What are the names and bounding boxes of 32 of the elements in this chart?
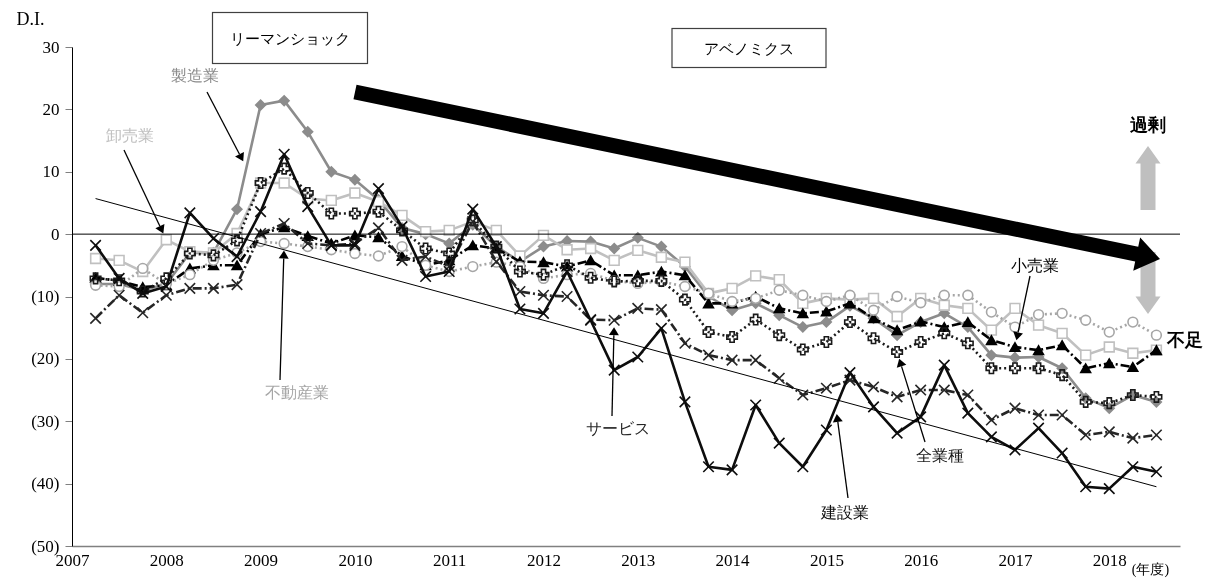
y-tick-label: (20)	[31, 349, 60, 369]
y-tick-label: 30	[42, 37, 60, 57]
x-tick-label: 2012	[526, 550, 561, 570]
y-tick-label: 0	[51, 224, 60, 244]
x-tick-label: 2011	[433, 550, 467, 570]
y-tick-label: 20	[42, 99, 60, 119]
text: 小売業	[1011, 257, 1059, 274]
text: 全業種	[916, 447, 964, 464]
text: 製造業	[171, 67, 219, 84]
x-tick-label: 2009	[244, 550, 279, 570]
text: 建設業	[820, 504, 869, 521]
x-tick-label: 2016	[904, 550, 939, 570]
y-tick-label: (30)	[31, 411, 60, 431]
annotation: 過剰	[1129, 114, 1166, 135]
text: 卸売業	[106, 127, 154, 144]
text: 不動産業	[265, 384, 329, 401]
x-tick-label: 2017	[998, 550, 1033, 570]
x-tick-label: 2013	[621, 550, 656, 570]
y-tick-label: 10	[42, 162, 60, 182]
text: リーマンショック	[230, 31, 350, 47]
annotation: 不足	[1166, 329, 1203, 350]
x-tick-label: 2010	[338, 550, 373, 570]
x-tick-label: 2018	[1092, 550, 1127, 570]
y-tick-label: (10)	[31, 287, 60, 306]
annotation: アベノミクス	[704, 41, 794, 57]
text: サービス	[586, 420, 650, 437]
x-tick-label: 2008	[149, 550, 184, 570]
x-tick-label: 2015	[809, 550, 844, 570]
x-tick-label: 2014	[715, 550, 751, 570]
y-axis-title: D.I.	[16, 8, 45, 29]
y-tick-label: (40)	[31, 474, 60, 494]
x-axis-title: (年度)	[1131, 561, 1170, 578]
